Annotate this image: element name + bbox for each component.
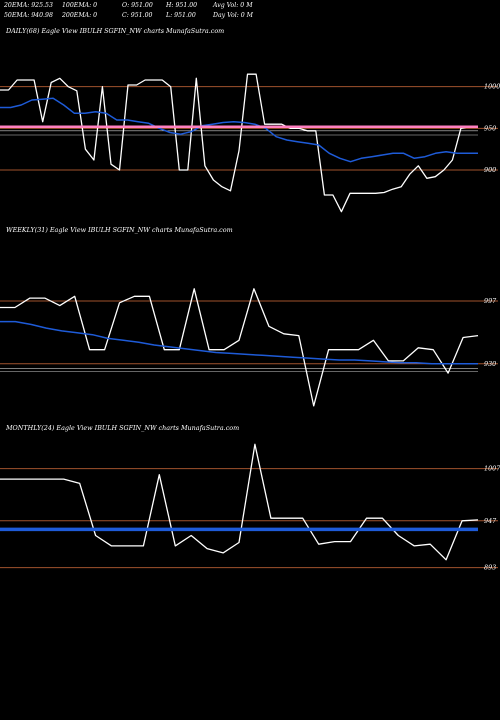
ema200-stat: 200EMA: 0 bbox=[62, 12, 98, 19]
daily-chart: 1000 950 900 bbox=[0, 73, 500, 213]
weekly-price-line bbox=[0, 288, 479, 407]
high-stat: H: 951.00 bbox=[166, 2, 198, 9]
monthly-price-line bbox=[0, 443, 479, 561]
weekly-chart: 997 930 bbox=[0, 288, 498, 407]
daily-ema-line bbox=[0, 97, 478, 163]
close-stat: C: 951.00 bbox=[122, 12, 153, 19]
weekly-ema-line bbox=[0, 320, 478, 365]
monthly-chart: 1007 947 893 bbox=[0, 443, 500, 572]
monthly-ytick-label: 947 bbox=[484, 517, 497, 525]
low-stat: L: 951.00 bbox=[166, 12, 196, 19]
ema20-stat: 20EMA: 925.53 bbox=[4, 2, 53, 9]
monthly-ytick-label: 1007 bbox=[484, 465, 500, 473]
open-stat: O: 951.00 bbox=[122, 2, 153, 9]
weekly-ytick-label: 997 bbox=[484, 297, 497, 305]
weekly-ytick-label: 930 bbox=[484, 360, 496, 368]
ema100-stat: 100EMA: 0 bbox=[62, 2, 98, 9]
ema50-stat: 50EMA: 940.98 bbox=[4, 12, 53, 19]
daily-chart-title: DAILY(68) Eagle View IBULH SGFIN_NW char… bbox=[6, 27, 225, 35]
day-vol-stat: Day Vol: 0 M bbox=[213, 12, 254, 19]
daily-ytick-label: 1000 bbox=[484, 83, 500, 91]
monthly-ytick-label: 893 bbox=[484, 564, 496, 572]
daily-price-line bbox=[0, 73, 478, 213]
daily-ytick-label: 950 bbox=[484, 124, 496, 132]
avg-vol-stat: Avg Vol: 0 M bbox=[213, 2, 253, 9]
weekly-chart-title: WEEKLY(31) Eagle View IBULH SGFIN_NW cha… bbox=[6, 226, 233, 234]
daily-ytick-label: 900 bbox=[484, 166, 496, 174]
monthly-chart-title: MONTHLY(24) Eagle View IBULH SGFIN_NW ch… bbox=[6, 424, 240, 432]
